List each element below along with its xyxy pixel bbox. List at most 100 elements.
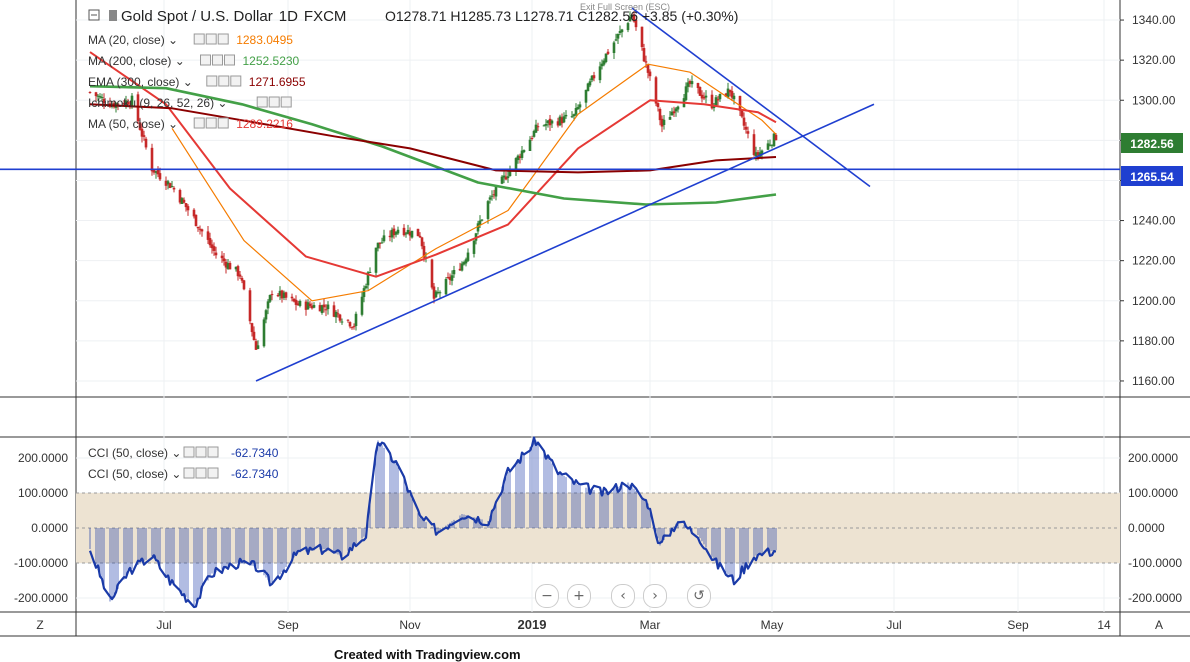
price-candle — [240, 277, 244, 281]
price-candle — [320, 305, 324, 313]
price-candle — [252, 331, 256, 341]
price-candle — [550, 120, 554, 124]
indicator-label: MA (50, close) ⌄ — [88, 117, 178, 131]
cci-legend: CCI (50, close) ⌄ -62.7340 CCI (50, close)… — [88, 446, 279, 481]
price-candle — [130, 95, 134, 106]
timezone-corner-label[interactable]: Z — [36, 618, 43, 632]
price-candle — [102, 98, 106, 104]
price-candle — [298, 301, 302, 306]
price-candle — [312, 305, 316, 308]
time-tick-label: 2019 — [518, 617, 547, 632]
price-candle — [714, 97, 718, 107]
price-candle — [292, 298, 296, 302]
ma200-line — [89, 84, 777, 206]
price-candle — [184, 203, 188, 208]
price-tick-label: 1180.00 — [1132, 334, 1175, 348]
price-candle — [256, 345, 260, 349]
cci-tick-label-right: -200.0000 — [1128, 591, 1182, 605]
price-candle — [406, 229, 410, 234]
price-candle — [276, 294, 280, 297]
time-tick-label: Sep — [277, 618, 299, 632]
price-candle — [634, 19, 638, 28]
price-tick-label: 1320.00 — [1132, 53, 1176, 67]
price-candle — [150, 147, 154, 172]
price-candle — [158, 173, 162, 180]
price-candle — [364, 286, 368, 289]
price-candle — [592, 75, 596, 79]
price-candle — [732, 95, 736, 100]
price-candle — [562, 116, 566, 123]
price-candle — [584, 89, 588, 103]
scroll-right-button[interactable]: › — [643, 584, 667, 608]
price-candle — [94, 92, 98, 97]
price-candle — [420, 237, 424, 247]
reset-chart-button[interactable]: ↺ — [687, 584, 711, 608]
price-candle — [516, 155, 520, 161]
price-candle — [728, 89, 732, 93]
time-tick-label: Nov — [399, 618, 420, 632]
price-candle — [686, 82, 690, 87]
price-candle — [378, 242, 382, 244]
price-candle — [192, 209, 196, 217]
price-candle — [522, 150, 526, 153]
price-candle — [754, 152, 758, 157]
price-candle — [504, 176, 508, 180]
price-candle — [520, 150, 524, 158]
price-candle — [322, 304, 326, 308]
indicator-label: EMA (300, close) ⌄ — [88, 75, 193, 89]
indicator-setting-icon — [217, 33, 229, 45]
auto-scale-corner-label[interactable]: A — [1155, 618, 1163, 632]
price-candle — [154, 171, 158, 173]
price-candle — [502, 175, 506, 178]
price-candle — [410, 230, 414, 238]
price-candle — [464, 259, 468, 264]
price-candle — [304, 301, 308, 310]
price-candle — [486, 201, 490, 219]
price-candle — [124, 100, 128, 105]
indicator-setting-icon — [212, 54, 223, 66]
zoom-in-button[interactable]: + — [567, 584, 591, 608]
price-candle — [492, 194, 496, 196]
time-tick-label: 14 — [1097, 618, 1111, 632]
resistance-trendline — [631, 7, 871, 188]
price-candle — [362, 288, 366, 298]
price-candle — [210, 244, 214, 249]
price-candle — [434, 291, 438, 298]
price-candle — [212, 246, 216, 251]
price-candle — [644, 61, 648, 63]
scroll-left-button[interactable]: ‹ — [611, 584, 635, 608]
price-candle — [590, 75, 594, 81]
price-candle — [452, 269, 456, 275]
zoom-out-button[interactable]: − — [535, 584, 559, 608]
price-candle — [152, 169, 156, 173]
indicator-label: Ichimoku (9, 26, 52, 26) ⌄ — [88, 96, 227, 110]
price-candle — [88, 91, 92, 93]
price-candle — [494, 185, 498, 197]
price-tick-label: 1300.00 — [1132, 93, 1176, 107]
price-candle — [476, 223, 480, 232]
price-tick-label: 1340.00 — [1132, 13, 1176, 27]
price-candle — [270, 294, 274, 296]
price-candle — [438, 292, 442, 294]
price-candle — [488, 197, 492, 200]
price-candle — [278, 290, 282, 296]
price-candle — [724, 93, 728, 97]
cci-tick-label-right: 100.0000 — [1128, 486, 1178, 500]
price-candle — [696, 82, 700, 88]
price-candle — [548, 118, 552, 126]
price-candle — [648, 71, 652, 77]
price-candle — [168, 183, 172, 188]
indicator-setting-icon — [200, 54, 211, 66]
cci-tick-label-right: 200.0000 — [1128, 451, 1178, 465]
price-candle — [324, 309, 328, 311]
price-candle — [662, 119, 666, 125]
price-candle — [338, 314, 342, 321]
price-candle — [182, 199, 186, 203]
exit-fullscreen-hint[interactable]: Exit Full Screen (ESC) — [580, 2, 670, 12]
price-candle — [296, 303, 300, 306]
indicator-label: MA (20, close) ⌄ — [88, 33, 178, 47]
price-candle — [698, 86, 702, 96]
price-candle — [588, 81, 592, 86]
price-candle — [224, 261, 228, 268]
